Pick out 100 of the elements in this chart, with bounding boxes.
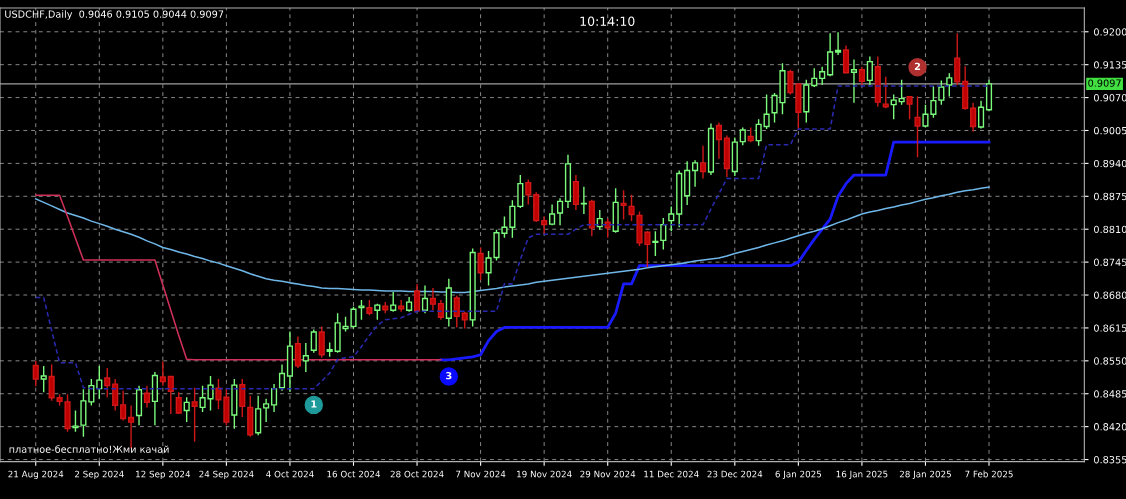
candlestick [755, 118, 762, 147]
candlestick [898, 79, 905, 106]
candlestick [763, 93, 770, 130]
candlestick [429, 287, 437, 311]
candlestick [32, 360, 39, 387]
series-label: 1 [311, 400, 317, 408]
candlestick [398, 299, 405, 313]
candlestick [477, 246, 484, 282]
x-tick-label: 2 Sep 2024 [74, 470, 124, 480]
candlestick [914, 95, 921, 159]
candlestick [628, 194, 635, 222]
candlestick [668, 205, 675, 232]
candlestick [294, 335, 301, 369]
y-tick-label: 0.8875 [1094, 192, 1126, 201]
y-tick-label: 0.9005 [1094, 126, 1126, 135]
candlestick [819, 66, 826, 86]
candlestick [850, 58, 858, 104]
y-tick-label: 0.9135 [1094, 61, 1126, 69]
y-tick-label: 0.9200 [1094, 28, 1126, 36]
candlestick [390, 291, 397, 313]
x-tick-label: 7 Feb 2025 [965, 470, 1013, 478]
candlestick [120, 390, 127, 422]
candlestick [517, 174, 524, 209]
candlestick [977, 99, 985, 130]
candlestick [421, 284, 429, 314]
candlestick [191, 386, 198, 443]
candlestick [882, 76, 889, 109]
candlestick [159, 360, 166, 387]
candlestick [954, 32, 961, 86]
candlestick [310, 328, 317, 354]
x-tick-label: 7 Nov 2024 [456, 470, 506, 478]
candlestick [652, 230, 659, 257]
candlestick [525, 178, 532, 206]
x-tick-label: 28 Jan 2025 [899, 470, 951, 479]
candlestick [453, 294, 460, 329]
candlestick [278, 363, 286, 392]
x-tick-label: 19 Nov 2024 [517, 470, 572, 478]
y-tick-label: 0.8485 [1094, 390, 1126, 398]
candlestick [175, 391, 182, 415]
candlestick [40, 365, 47, 393]
x-tick-label: 12 Sep 2024 [136, 470, 191, 480]
candlestick [827, 32, 834, 78]
y-tick-label: 0.8940 [1094, 159, 1126, 168]
candlestick [96, 365, 103, 400]
candlestick [938, 79, 945, 106]
candlestick [358, 299, 365, 321]
candlestick [572, 174, 580, 211]
x-tick-label: 16 Oct 2024 [327, 470, 381, 478]
candlestick [263, 398, 270, 423]
y-tick-label: 0.8615 [1094, 324, 1126, 332]
candlestick [318, 325, 325, 359]
series-label: 2 [914, 62, 921, 70]
candlestick [787, 69, 794, 96]
candlestick [413, 283, 421, 313]
series-label: 3 [446, 371, 452, 380]
candlestick [541, 215, 548, 235]
candlestick [270, 383, 278, 413]
y-tick-label: 0.9070 [1094, 94, 1126, 102]
candlestick [692, 159, 699, 188]
candlestick [866, 55, 873, 86]
x-tick-label: 29 Nov 2024 [580, 470, 636, 478]
candlestick [946, 72, 953, 98]
annotation: 10:14:10 [580, 16, 635, 26]
x-tick-label: 28 Oct 2024 [390, 470, 444, 478]
candlestick [556, 197, 564, 226]
candlestick [842, 44, 850, 74]
x-tick-label: 21 Aug 2024 [8, 470, 64, 480]
candlestick [183, 396, 190, 423]
candlestick [834, 31, 842, 56]
candlestick [255, 395, 262, 436]
candlestick [48, 363, 55, 402]
candlestick [104, 367, 111, 398]
candlestick [660, 217, 667, 251]
candlestick [88, 378, 95, 407]
y-tick-label: 0.8550 [1094, 357, 1126, 365]
ref-line-label: 0.9097 [1088, 79, 1121, 87]
x-tick-label: 4 Oct 2024 [266, 470, 314, 478]
candlestick [604, 217, 611, 239]
candlestick [620, 189, 627, 221]
candlestick [715, 121, 722, 160]
y-tick-label: 0.8680 [1094, 291, 1126, 299]
candlestick [858, 66, 865, 86]
annotation: платное-бесплатно!Жми качай [9, 445, 169, 453]
y-tick-label: 0.8420 [1094, 423, 1126, 431]
x-tick-label: 6 Jan 2025 [775, 470, 822, 479]
candlestick [143, 384, 151, 409]
x-tick-label: 16 Jan 2025 [836, 470, 888, 479]
chart-title: USDCHF,Daily 0.9046 0.9105 0.9044 0.9097 [5, 10, 224, 20]
x-tick-label: 23 Dec 2024 [707, 470, 763, 478]
candlestick [302, 342, 309, 373]
candlestick [167, 375, 174, 415]
y-tick-label: 0.8355 [1094, 456, 1126, 464]
y-tick-label: 0.8810 [1094, 225, 1126, 234]
candlestick [112, 378, 119, 412]
x-tick-label: 11 Dec 2024 [644, 470, 699, 478]
x-tick-label: 24 Sep 2024 [199, 470, 254, 480]
candlestick [890, 93, 897, 121]
candlestick [596, 209, 603, 231]
candlestick [699, 144, 707, 180]
candlestick [906, 95, 913, 121]
